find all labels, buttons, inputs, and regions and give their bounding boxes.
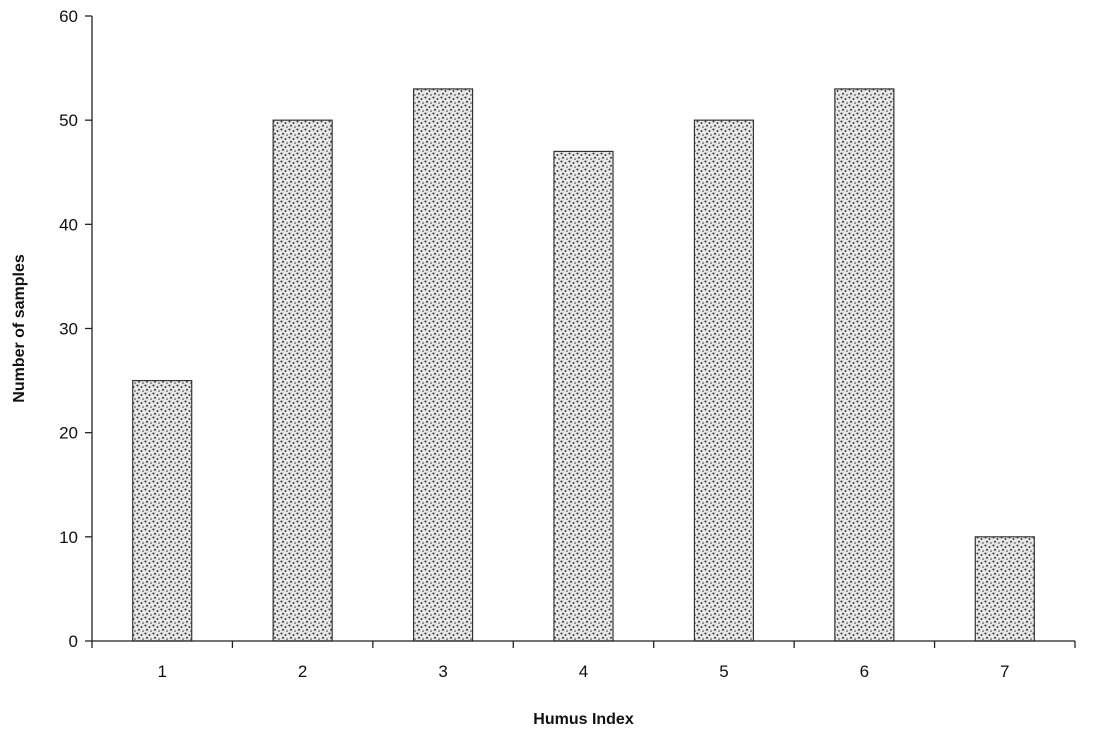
x-axis-title: Humus Index: [533, 711, 634, 728]
y-axis-ticks: [85, 15, 92, 642]
x-tick-label: 6: [860, 662, 869, 681]
bar-3: [412, 88, 474, 642]
x-axis-ticks: [91, 641, 1076, 648]
y-tick-label: 50: [59, 111, 78, 130]
x-tick-labels: 1 2 3 4 5 6 7: [157, 662, 1009, 681]
bar-4: [553, 150, 614, 642]
y-axis-title: Number of samples: [11, 254, 28, 403]
x-tick-label: 5: [719, 662, 728, 681]
bar-7: [974, 536, 1035, 642]
x-tick-label: 7: [1000, 662, 1009, 681]
x-tick-label: 4: [579, 662, 588, 681]
bar-6: [834, 88, 895, 642]
y-tick-label: 30: [59, 320, 78, 339]
bar-1: [132, 379, 193, 642]
y-tick-label: 20: [59, 424, 78, 443]
x-tick-label: 1: [157, 662, 166, 681]
y-tick-label: 60: [59, 7, 78, 26]
y-tick-labels: 0 10 20 30 40 50 60: [59, 7, 78, 651]
bars: [132, 88, 1035, 642]
y-tick-label: 10: [59, 528, 78, 547]
y-tick-label: 0: [69, 632, 78, 651]
x-tick-label: 2: [298, 662, 307, 681]
y-tick-label: 40: [59, 215, 78, 234]
bar-5: [693, 119, 755, 642]
bar-2: [272, 119, 333, 642]
x-tick-label: 3: [438, 662, 447, 681]
